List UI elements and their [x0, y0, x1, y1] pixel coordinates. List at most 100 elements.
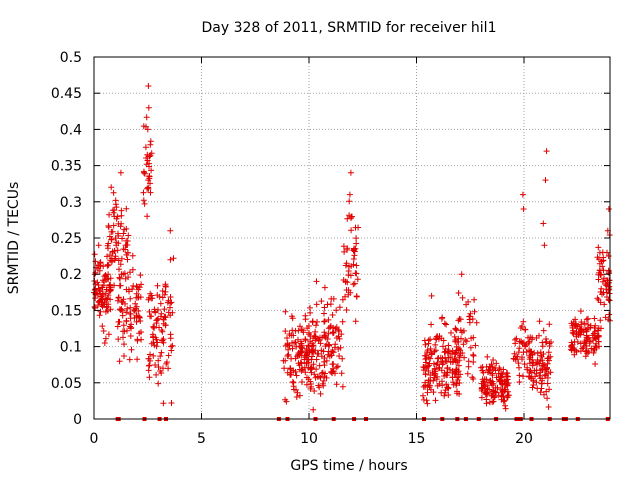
data-point	[148, 167, 155, 174]
data-point	[114, 297, 121, 304]
data-point	[105, 245, 111, 252]
data-point	[158, 310, 165, 317]
data-point	[447, 359, 454, 366]
data-point	[106, 211, 113, 218]
data-point	[420, 392, 426, 399]
data-point	[302, 369, 309, 376]
data-point	[111, 247, 118, 254]
data-point	[345, 268, 352, 274]
data-point	[450, 379, 456, 386]
data-point	[123, 205, 130, 212]
data-point	[478, 394, 485, 401]
data-point	[99, 303, 106, 310]
data-point	[322, 370, 328, 377]
y-tick-label: 0.45	[51, 86, 82, 102]
data-point	[439, 361, 446, 368]
data-point	[599, 291, 605, 298]
data-point	[134, 337, 141, 344]
data-point	[598, 325, 604, 332]
chart-title: Day 328 of 2011, SRMTID for receiver hil…	[202, 20, 497, 36]
data-point	[318, 347, 325, 354]
data-point	[584, 334, 591, 341]
data-point	[539, 362, 546, 369]
data-point	[354, 276, 361, 283]
data-point	[597, 299, 604, 306]
data-point	[465, 363, 472, 370]
data-point	[536, 318, 543, 325]
y-tick-label: 0.15	[51, 303, 82, 319]
data-point	[314, 318, 320, 325]
data-point	[454, 390, 460, 397]
data-point	[298, 348, 305, 355]
data-point	[312, 347, 319, 354]
data-point	[452, 337, 459, 344]
data-point	[546, 340, 553, 347]
data-point	[97, 308, 104, 315]
data-point	[541, 371, 548, 378]
data-point	[294, 353, 301, 360]
data-point	[432, 341, 439, 348]
data-point	[453, 380, 460, 387]
data-point	[121, 353, 127, 359]
data-point	[353, 293, 360, 300]
data-point	[146, 374, 153, 381]
data-point	[543, 388, 550, 395]
data-point	[124, 249, 131, 256]
data-point	[108, 184, 115, 191]
data-point	[165, 365, 172, 372]
data-point	[577, 327, 584, 334]
data-point	[327, 324, 334, 331]
data-point	[140, 197, 147, 204]
data-point	[298, 367, 305, 374]
data-point	[127, 304, 134, 311]
data-point	[578, 319, 585, 325]
data-point	[283, 398, 290, 405]
data-point	[333, 335, 340, 341]
data-point	[464, 370, 471, 377]
data-point	[115, 257, 122, 264]
data-point	[586, 340, 593, 346]
data-point	[156, 293, 163, 300]
y-tick-label: 0.25	[51, 231, 82, 247]
data-point	[516, 364, 522, 371]
data-point	[112, 255, 119, 262]
data-point	[422, 382, 429, 389]
data-point	[333, 364, 340, 371]
data-point	[155, 357, 162, 364]
data-point	[543, 148, 550, 155]
data-point	[110, 222, 117, 229]
data-point	[517, 325, 524, 331]
data-point	[321, 284, 328, 291]
data-point	[446, 348, 453, 355]
data-point	[500, 398, 507, 405]
data-point	[148, 150, 155, 157]
x-tick-label: 15	[408, 431, 426, 447]
data-point	[307, 381, 314, 387]
data-point	[466, 316, 473, 323]
data-point	[144, 126, 151, 133]
data-point	[318, 353, 325, 360]
data-point	[145, 83, 152, 89]
data-point	[155, 364, 162, 370]
data-point	[165, 352, 172, 359]
data-point	[168, 400, 175, 406]
data-point	[304, 325, 311, 332]
data-point	[116, 318, 123, 325]
data-point	[515, 360, 522, 367]
data-point	[526, 373, 533, 380]
data-point	[448, 329, 454, 336]
data-point	[478, 380, 485, 387]
data-point	[569, 329, 576, 336]
data-point	[459, 294, 466, 301]
data-point	[585, 315, 591, 322]
data-point	[123, 318, 130, 325]
data-point	[342, 293, 348, 300]
data-point	[133, 294, 140, 301]
data-point	[458, 271, 465, 278]
data-point	[124, 305, 131, 312]
data-point	[484, 391, 491, 398]
data-point	[135, 308, 142, 314]
data-point	[104, 253, 110, 260]
data-point	[495, 370, 502, 377]
data-point	[325, 316, 332, 323]
